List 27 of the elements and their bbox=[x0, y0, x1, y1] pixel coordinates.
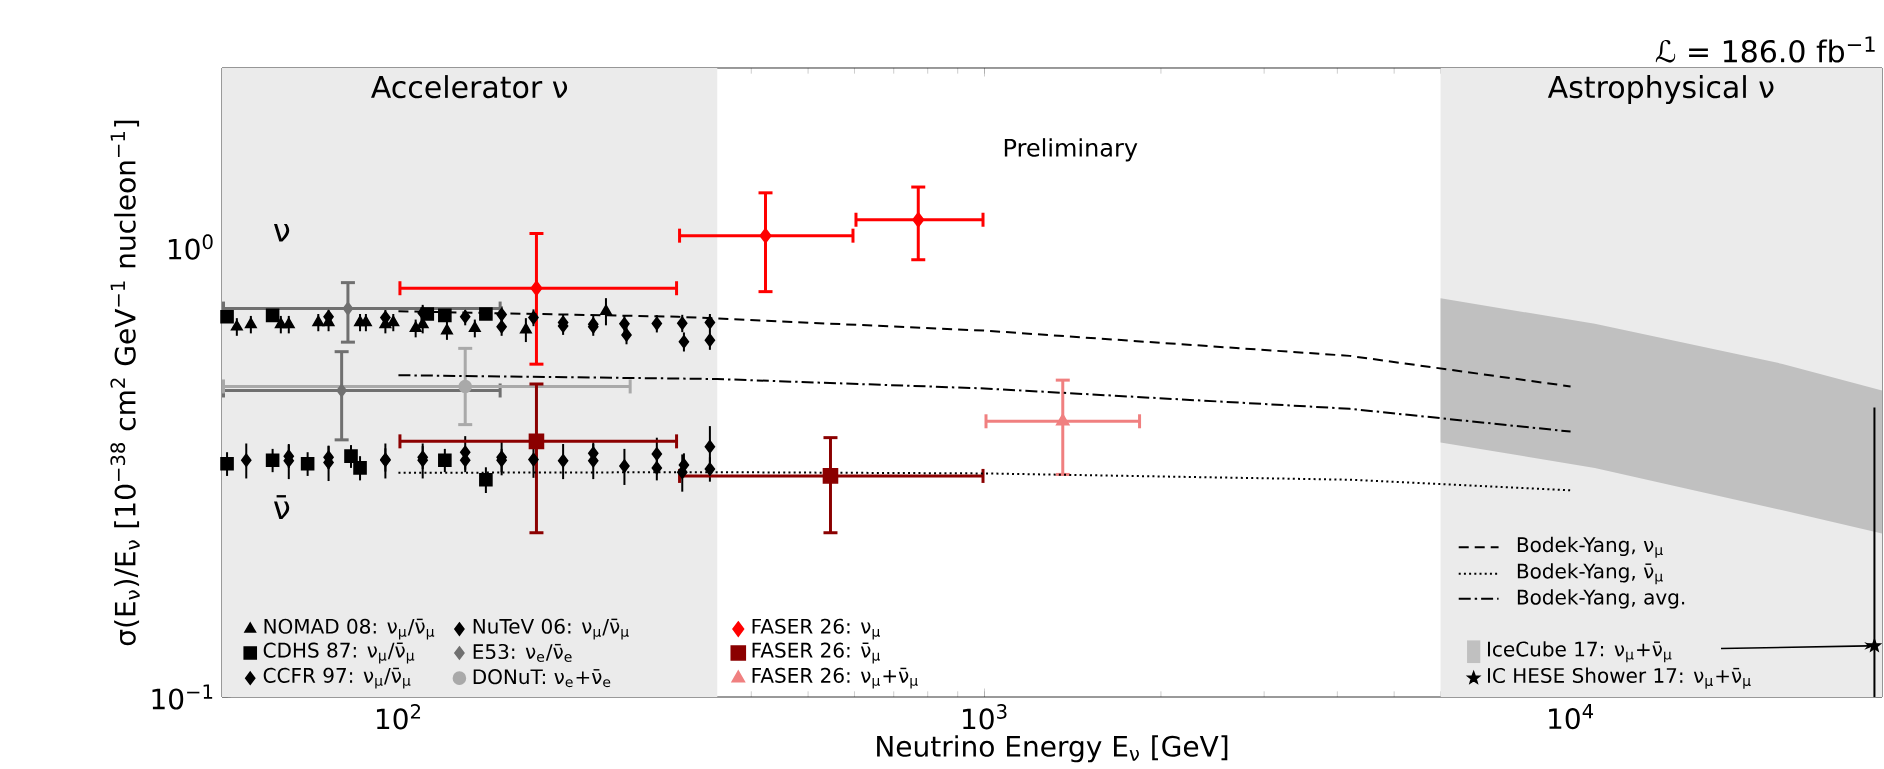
text: σ(E$_{ν}$)/E$_{ν}$ [10$^{−38}$ cm$^{2}$ GeV$^{−1}$ nucleon$^{−1}$] bbox=[110, 120, 140, 646]
legend-label: Bodek-Yang, ν̄$_{μ}$ bbox=[1517, 563, 1663, 585]
y-tick-label: 10$^{−1}$ bbox=[152, 684, 213, 710]
band-label: Astrophysical ν bbox=[1547, 75, 1774, 105]
legend-label: FASER 26: ν$_{μ}$+ν̄$_{μ}$ bbox=[752, 667, 918, 689]
x-axis-title: Neutrino Energy E$_{ν}$ [GeV] bbox=[877, 735, 1228, 763]
legend-label: NuTeV 06: ν$_{μ}$/ν̄$_{μ}$ bbox=[473, 618, 629, 640]
chart-title: ℒ = 186.0 fb$^{−1}$ bbox=[1655, 36, 1875, 63]
legend-label: FASER 26: ν̄$_{μ}$ bbox=[752, 642, 880, 664]
x-tick-label: 10$^{3}$ bbox=[963, 704, 1007, 730]
legend-label: CDHS 87: ν$_{μ}$/ν̄$_{μ}$ bbox=[263, 642, 415, 664]
legend-label: CCFR 97: ν$_{μ}$/ν̄$_{μ}$ bbox=[263, 667, 411, 689]
legend-label: Bodek-Yang, avg. bbox=[1517, 589, 1685, 609]
legend-label: FASER 26: ν$_{μ}$ bbox=[752, 618, 880, 640]
annotation: ν bbox=[273, 224, 290, 242]
legend-label: NOMAD 08: ν$_{μ}$/ν̄$_{μ}$ bbox=[264, 618, 435, 640]
band-label: Accelerator ν bbox=[371, 75, 568, 99]
legend-label: DONuT: ν$_{e}$+ν̄$_{e}$ bbox=[473, 669, 611, 688]
legend-label: IceCube 17: ν$_{μ}$+ν̄$_{μ}$ bbox=[1487, 641, 1672, 663]
annotation: Preliminary bbox=[1004, 138, 1138, 162]
x-tick-label: 10$^{2}$ bbox=[376, 704, 421, 730]
legend-label: E53: ν$_{e}$/ν̄$_{e}$ bbox=[473, 643, 572, 663]
legend-label: Bodek-Yang, ν$_{μ}$ bbox=[1517, 536, 1663, 558]
legend-label: IC HESE Shower 17: ν$_{μ}$+ν̄$_{μ}$ bbox=[1487, 667, 1751, 689]
annotation: ν̄ bbox=[273, 495, 290, 519]
x-tick-label: 10$^{4}$ bbox=[1549, 704, 1594, 730]
y-tick-label: 10$^{0}$ bbox=[168, 234, 213, 260]
